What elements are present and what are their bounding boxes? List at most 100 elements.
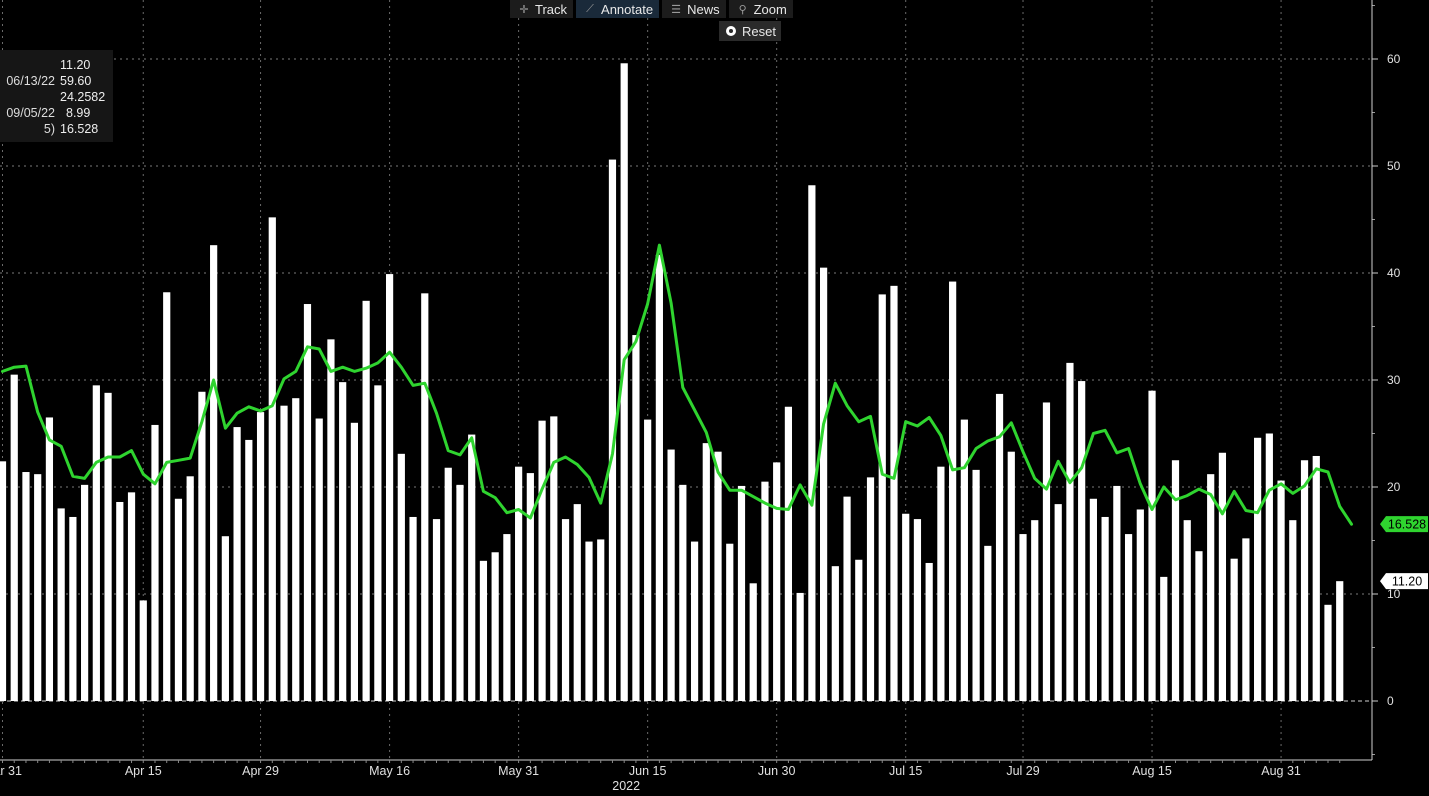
news-button[interactable]: ☰ News [662, 0, 726, 18]
bar [608, 159, 617, 701]
bar [1136, 509, 1144, 701]
bar [362, 300, 370, 701]
reset-button[interactable]: Reset [719, 21, 781, 41]
bar [1183, 520, 1191, 701]
bar [292, 398, 300, 701]
bar [81, 484, 89, 701]
bar [1312, 455, 1320, 701]
bar [949, 281, 957, 701]
legend-row: 06/13/22 59.60 [0, 73, 113, 89]
bar [995, 393, 1004, 701]
bar [984, 545, 992, 701]
bar [397, 453, 405, 701]
x-tick-label: Jun 30 [758, 764, 796, 778]
bar [690, 541, 699, 701]
bar [22, 472, 30, 701]
bar [1300, 460, 1309, 701]
bar [808, 185, 816, 701]
bar [855, 559, 863, 701]
legend-value: 11.20 [60, 58, 91, 72]
legend-value: 16.528 [60, 122, 99, 136]
x-year-label: 2022 [612, 779, 640, 793]
bar [503, 534, 511, 701]
bar [45, 417, 54, 701]
bar [116, 501, 124, 701]
bar [1254, 437, 1262, 701]
bar [421, 293, 429, 701]
last-bar-label-text: 11.20 [1392, 575, 1422, 589]
bar [1242, 538, 1250, 701]
bar [174, 498, 183, 701]
bar [644, 419, 652, 701]
bar [92, 385, 100, 701]
x-tick-label: May 16 [369, 764, 410, 778]
zoom-button[interactable]: ⚲ Zoom [728, 0, 793, 18]
bar [1078, 381, 1086, 701]
bar [1195, 551, 1203, 701]
bar [1124, 534, 1133, 701]
bar [585, 541, 593, 701]
legend-row: 24.2582 [0, 89, 113, 105]
bar [350, 422, 358, 701]
bar [374, 385, 382, 701]
bar [491, 552, 499, 701]
radio-dot-icon [726, 26, 736, 36]
bar [796, 592, 804, 701]
y-tick-label: 40 [1387, 266, 1401, 280]
bar [925, 562, 933, 701]
bar [902, 513, 910, 701]
bar [972, 469, 980, 701]
y-tick-label: 50 [1387, 159, 1401, 173]
moving-average-line [1, 243, 1353, 526]
last-bar-label-box [1380, 573, 1428, 590]
bar [444, 467, 452, 701]
bar [315, 418, 323, 701]
bar [245, 439, 253, 701]
bar [1160, 576, 1168, 701]
x-tick-label: Apr 29 [242, 764, 279, 778]
bar [714, 451, 722, 701]
bar [1042, 402, 1051, 701]
bar [456, 484, 464, 701]
bar [479, 560, 488, 701]
bar [597, 539, 605, 701]
bar [843, 496, 851, 701]
bar [1089, 498, 1097, 701]
magnifier-icon: ⚲ [738, 3, 747, 16]
bar [233, 427, 241, 701]
bar [773, 462, 781, 701]
y-tick-label: 10 [1387, 587, 1401, 601]
bar [1289, 520, 1297, 701]
bar [409, 516, 417, 701]
bar [1007, 451, 1015, 701]
bar [1113, 485, 1121, 701]
bar [1031, 520, 1039, 701]
annotate-button[interactable]: ⟋ Annotate [576, 0, 660, 18]
bar [1066, 362, 1074, 701]
bar [256, 412, 265, 701]
bar [1324, 604, 1332, 701]
track-button[interactable]: ✛ Track [510, 0, 574, 18]
bar [1336, 581, 1344, 701]
bar [69, 516, 77, 701]
last-value-labels: 16.528 11.20 [1380, 516, 1428, 590]
bar [303, 304, 312, 701]
bar [1207, 474, 1215, 701]
bar [620, 63, 628, 701]
legend-value: 59.60 [60, 74, 92, 88]
bar [268, 217, 276, 702]
bar [937, 466, 945, 701]
legend-row: 5) 16.528 [0, 121, 113, 137]
bar [10, 374, 18, 701]
bar [526, 473, 534, 701]
legend-row: 09/05/22 8.99 [0, 105, 113, 121]
chart-toolbar: ✛ Track ⟋ Annotate ☰ News ⚲ Zoom [510, 0, 796, 18]
bar [198, 391, 206, 701]
legend-label: 06/13/22 [6, 74, 55, 88]
last-bar-label: 11.20 [1380, 573, 1428, 590]
legend-panel: 11.20 06/13/22 59.60 24.2582 09/05/22 8.… [0, 50, 113, 142]
reset-label: Reset [742, 23, 776, 39]
x-tick-label: Aug 31 [1261, 764, 1301, 778]
y-tick-label: 20 [1387, 480, 1401, 494]
